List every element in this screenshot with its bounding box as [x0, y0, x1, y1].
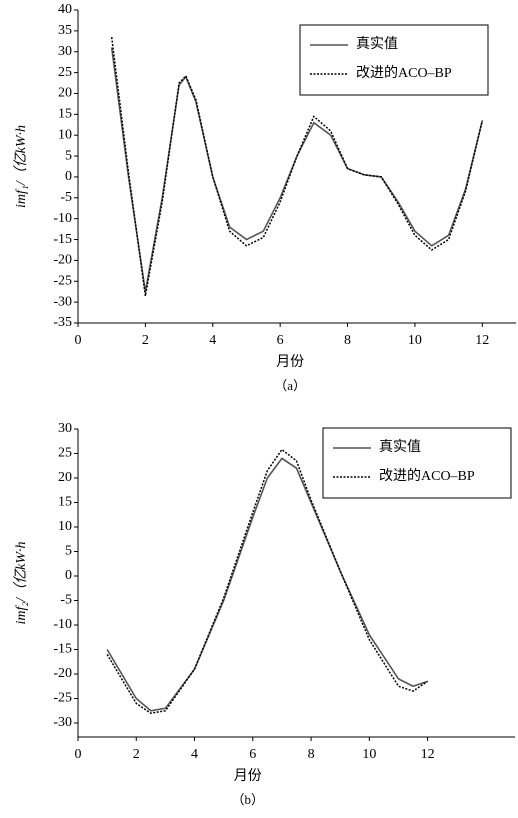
- y-tick-label: 25: [58, 446, 72, 461]
- y-tick-label: -35: [53, 315, 72, 330]
- y-tick-label: 5: [65, 544, 72, 559]
- y-tick-label: 0: [65, 568, 72, 583]
- y-tick-label: 5: [65, 148, 72, 163]
- x-tick-label: 8: [344, 333, 351, 348]
- y-tick-label: 20: [58, 470, 72, 485]
- y-tick-label: -20: [53, 666, 72, 681]
- line-series: [106, 457, 428, 712]
- y-tick-label: 30: [58, 44, 72, 59]
- x-axis-label: 月份: [276, 354, 304, 370]
- y-tick-label: -25: [53, 273, 72, 288]
- y-tick-label: 10: [58, 127, 72, 142]
- y-tick-label: 20: [58, 86, 72, 101]
- legend-label: 改进的ACO–BP: [356, 65, 452, 81]
- y-tick-label: -10: [53, 211, 72, 226]
- y-tick-label: -5: [60, 190, 72, 205]
- x-tick-label: 0: [75, 333, 82, 348]
- y-tick-label: 40: [58, 2, 72, 17]
- y-tick-label: -5: [60, 593, 72, 608]
- x-tick-label: 12: [475, 333, 489, 348]
- y-axis-label: imf₁/（亿kW·h: [13, 125, 29, 208]
- y-tick-label: 0: [65, 169, 72, 184]
- legend-label: 真实值: [379, 439, 421, 455]
- x-tick-label: 0: [75, 747, 82, 762]
- x-tick-label: 6: [249, 747, 256, 762]
- legend-box: [299, 24, 489, 96]
- y-tick-label: 15: [58, 495, 72, 510]
- y-tick-label: -30: [53, 715, 72, 730]
- x-tick-label: 10: [408, 333, 422, 348]
- x-tick-label: 4: [191, 747, 198, 762]
- x-tick-label: 12: [421, 747, 435, 762]
- x-axis-label: 月份: [234, 768, 262, 784]
- y-tick-label: 10: [58, 519, 72, 534]
- y-tick-label: -15: [53, 232, 72, 247]
- x-tick-label: 2: [142, 333, 149, 348]
- y-tick-label: 30: [58, 421, 72, 436]
- y-tick-label: -30: [53, 294, 72, 309]
- x-tick-label: 8: [308, 747, 315, 762]
- x-tick-label: 10: [362, 747, 376, 762]
- x-tick-label: 6: [277, 333, 284, 348]
- legend-label: 改进的ACO–BP: [379, 468, 475, 484]
- y-tick-label: 15: [58, 107, 72, 122]
- y-tick-label: -10: [53, 617, 72, 632]
- y-tick-label: -15: [53, 642, 72, 657]
- y-tick-label: -25: [53, 691, 72, 706]
- legend-box: [322, 427, 512, 499]
- line-series: [106, 448, 429, 714]
- x-tick-label: 4: [209, 333, 216, 348]
- legend-label: 真实值: [356, 36, 398, 52]
- y-tick-label: -20: [53, 253, 72, 268]
- line-series: [110, 37, 484, 297]
- x-tick-label: 2: [133, 747, 140, 762]
- y-axis-label: imf₂/（亿kW·h: [13, 541, 29, 624]
- caption: （a）: [274, 378, 306, 393]
- y-tick-label: 35: [58, 23, 72, 38]
- caption: （b）: [232, 792, 265, 807]
- y-tick-label: 25: [58, 65, 72, 80]
